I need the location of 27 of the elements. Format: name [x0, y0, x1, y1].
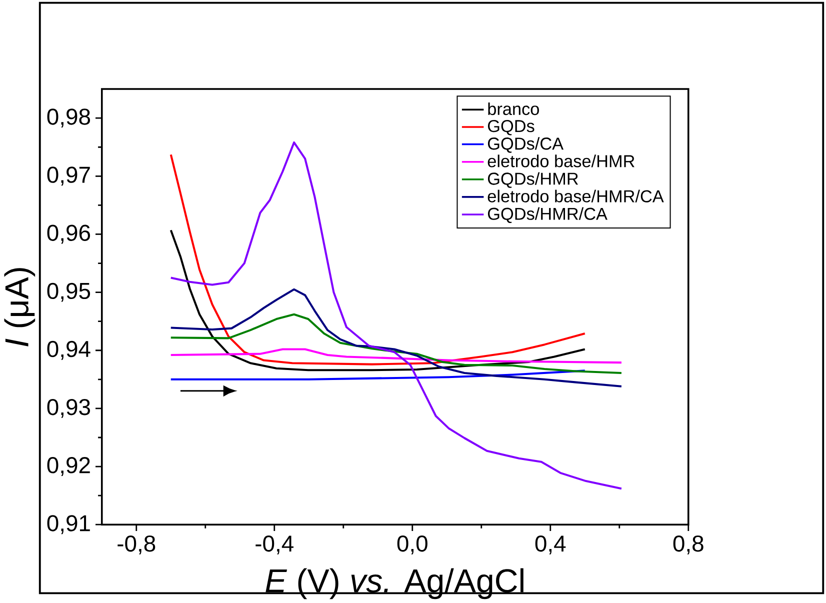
- legend-label: GQDs/HMR: [488, 172, 578, 188]
- x-tick-label: -0,8: [118, 535, 156, 554]
- line-series: [170, 288, 622, 388]
- legend-label: GQDs: [488, 120, 534, 136]
- y-tick-label: 0,92: [47, 456, 90, 476]
- x-tick-label: 0,8: [673, 535, 704, 554]
- x-axis-title: E (V) vs. Ag/AgCl: [266, 568, 524, 599]
- line-series: [170, 370, 586, 380]
- y-tick-label: 0,98: [47, 108, 90, 128]
- y-tick-label: 0,96: [47, 224, 90, 244]
- y-tick-label: 0,94: [47, 340, 90, 360]
- legend-label: GQDs/HMR/CA: [488, 207, 608, 223]
- y-tick-label: 0,93: [47, 398, 90, 418]
- y-axis-title: I (μA): [4, 268, 36, 346]
- legend-label: branco: [488, 102, 539, 115]
- line-series: [170, 228, 586, 371]
- y-tick-label: 0,97: [47, 166, 90, 186]
- line-series: [170, 348, 622, 364]
- legend-label: eletrodo base/HMR/CA: [488, 190, 664, 202]
- y-tick-label: 0,95: [47, 282, 90, 302]
- line-series: [170, 313, 622, 374]
- y-tick-label: 0,91: [47, 514, 90, 534]
- legend-label: eletrodo base/HMR: [488, 154, 634, 168]
- x-tick-label: -0,4: [256, 535, 294, 554]
- x-tick-label: 0,4: [535, 535, 566, 554]
- x-tick-label: 0,0: [397, 535, 428, 554]
- legend-label: GQDs/CA: [488, 136, 564, 153]
